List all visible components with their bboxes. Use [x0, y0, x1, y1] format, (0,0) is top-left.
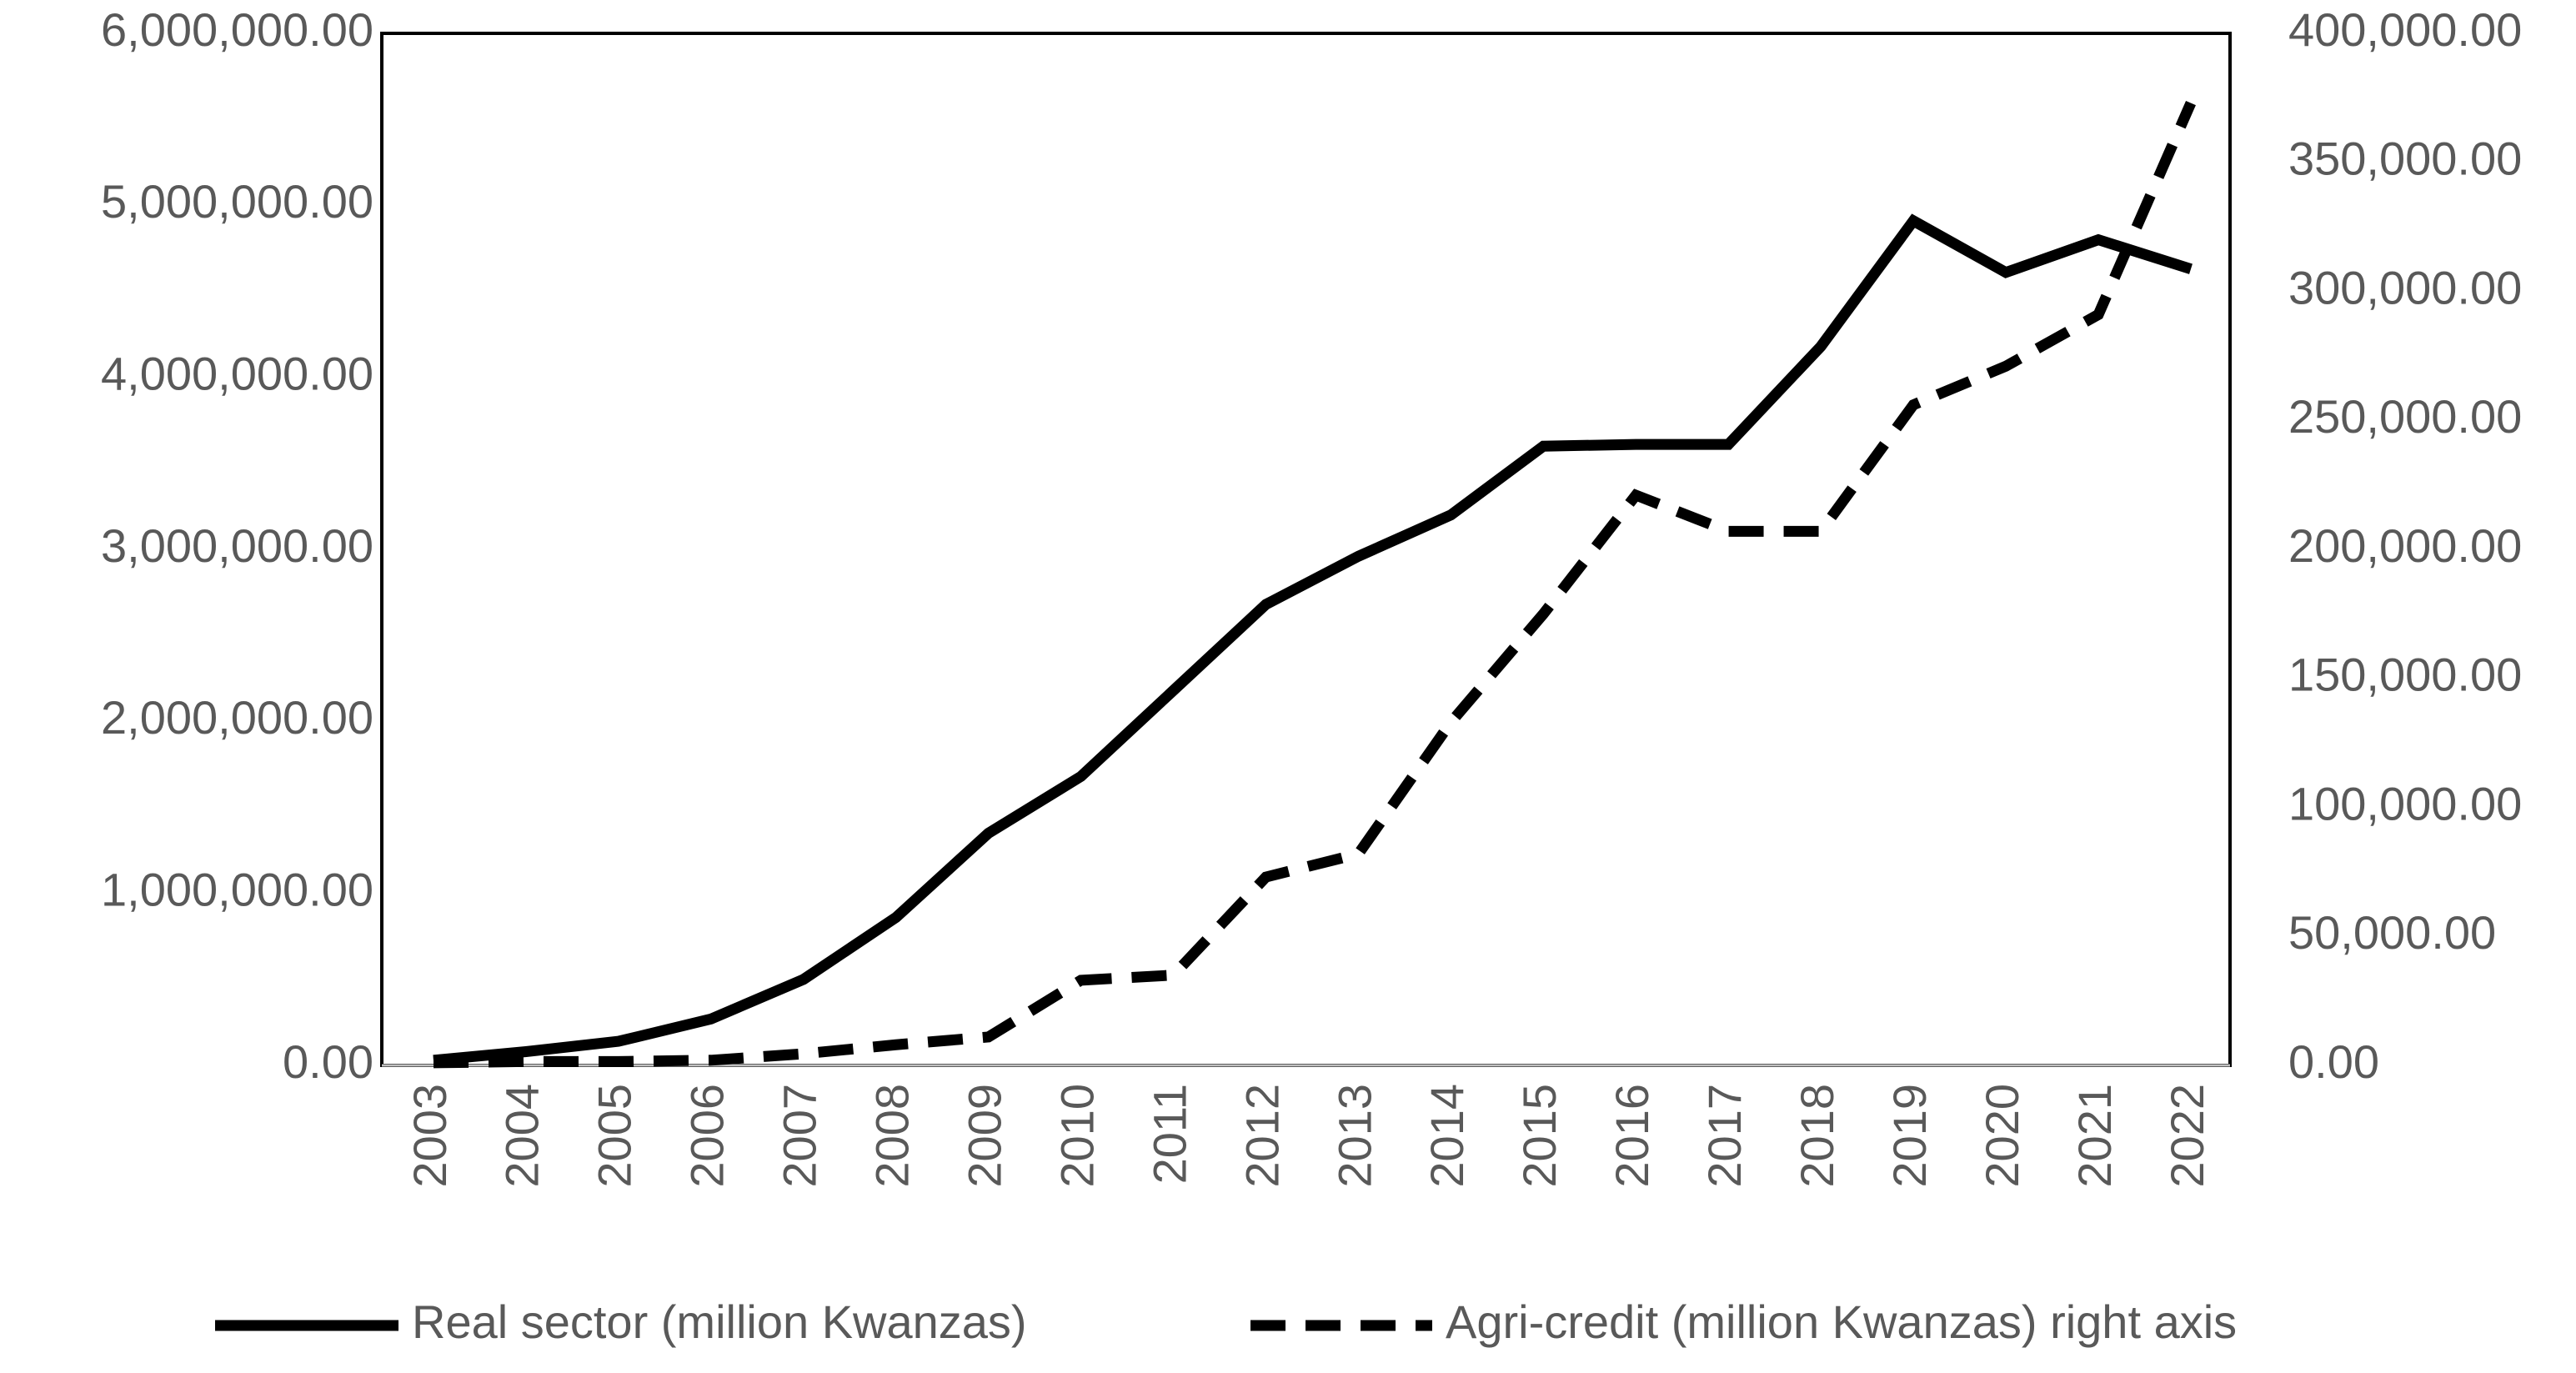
left-y-tick-label: 5,000,000.00 [101, 175, 373, 228]
x-tick-label: 2015 [1513, 1084, 1566, 1188]
x-tick-label: 2016 [1606, 1084, 1658, 1188]
left-y-tick-label: 3,000,000.00 [101, 519, 373, 572]
left-y-tick-label: 1,000,000.00 [101, 863, 373, 915]
right-y-tick-label: 0.00 [2288, 1035, 2379, 1088]
right-y-tick-label: 400,000.00 [2288, 3, 2522, 56]
x-tick-label: 2011 [1143, 1084, 1195, 1184]
x-tick-label: 2013 [1328, 1084, 1381, 1188]
x-tick-label: 2003 [403, 1084, 456, 1188]
legend-label-agri-credit: Agri-credit (million Kwanzas) right axis [1446, 1295, 2237, 1348]
right-y-tick-label: 250,000.00 [2288, 390, 2522, 443]
right-y-tick-label: 300,000.00 [2288, 261, 2522, 313]
left-y-tick-label: 0.00 [283, 1035, 373, 1088]
series-lines [433, 100, 2196, 1069]
x-tick-label: 2014 [1421, 1084, 1473, 1188]
x-tick-label: 2007 [774, 1084, 826, 1188]
x-tick-label: 2006 [681, 1084, 734, 1188]
left-y-axis: 0.00 1,000,000.00 2,000,000.00 3,000,000.00… [101, 3, 373, 1088]
right-y-tick-label: 150,000.00 [2288, 649, 2522, 701]
left-y-tick-label: 2,000,000.00 [101, 691, 373, 744]
x-tick-label: 2022 [2161, 1084, 2213, 1188]
right-y-tick-label: 100,000.00 [2288, 777, 2522, 829]
x-tick-label: 2005 [589, 1084, 641, 1188]
right-y-tick-label: 50,000.00 [2288, 906, 2496, 959]
right-y-tick-label: 200,000.00 [2288, 519, 2522, 572]
x-tick-label: 2017 [1698, 1084, 1751, 1188]
x-tick-label: 2008 [866, 1084, 919, 1188]
plot-frame [380, 32, 2232, 1067]
x-axis: 2003 2004 2005 2006 2007 2008 2009 2010 2011 2012… [403, 1084, 2213, 1188]
plot-area-border [380, 32, 2232, 1067]
agri-credit-line [433, 100, 2196, 1069]
x-tick-label: 2019 [1883, 1084, 1936, 1188]
x-tick-label: 2020 [1976, 1084, 2028, 1188]
x-tick-label: 2012 [1235, 1084, 1288, 1188]
x-tick-label: 2010 [1050, 1084, 1103, 1188]
right-y-tick-label: 350,000.00 [2288, 133, 2522, 185]
x-tick-label: 2004 [496, 1084, 549, 1188]
right-y-axis: 0.00 50,000.00 100,000.00 150,000.00 200,000… [2288, 3, 2522, 1088]
x-tick-label: 2021 [2068, 1084, 2121, 1188]
left-y-tick-label: 4,000,000.00 [101, 347, 373, 399]
left-y-tick-label: 6,000,000.00 [101, 3, 373, 56]
real-sector-line [433, 213, 2193, 1066]
x-tick-label: 2009 [958, 1084, 1010, 1188]
legend-label-real-sector: Real sector (million Kwanzas) [412, 1295, 1027, 1348]
x-tick-label: 2018 [1791, 1084, 1843, 1188]
legend: Real sector (million Kwanzas) Agri-credit… [215, 1295, 2237, 1348]
